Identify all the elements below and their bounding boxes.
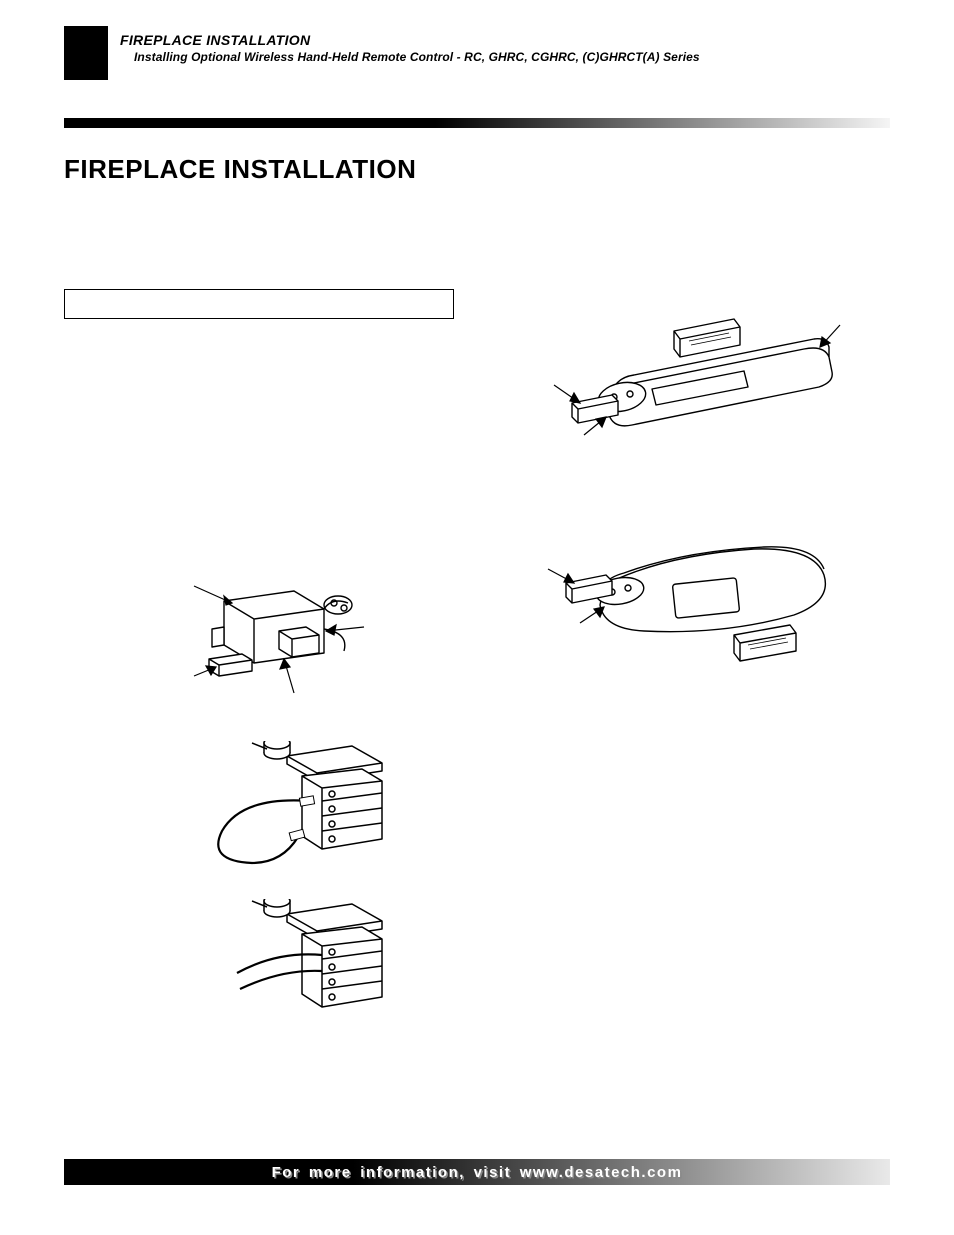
figure-receiver [164, 581, 464, 701]
content-columns [64, 289, 890, 1029]
footer-bar: For more information, visit www.desatech… [64, 1159, 890, 1185]
remote-long-svg [524, 317, 844, 467]
remote-curved-svg [524, 525, 844, 675]
header-index-box [64, 26, 108, 80]
section-main-title: FIREPLACE INSTALLATION [64, 154, 890, 185]
header-text-block: FIREPLACE INSTALLATION Installing Option… [120, 32, 700, 65]
header-subtitle: Installing Optional Wireless Hand-Held R… [134, 50, 700, 65]
figure-remote-curved [524, 525, 864, 675]
page-header: FIREPLACE INSTALLATION Installing Option… [64, 32, 890, 80]
gradient-bar-top [64, 118, 890, 128]
receiver-svg [164, 581, 374, 701]
footer-text: For more information, visit www.desatech… [272, 1164, 683, 1181]
figure-valve-lower [182, 899, 464, 1029]
empty-label-box [64, 289, 454, 319]
page-root: FIREPLACE INSTALLATION Installing Option… [0, 0, 954, 1235]
figure-remote-long [524, 317, 864, 467]
valve-lower-svg [182, 899, 402, 1029]
left-column [64, 289, 464, 1029]
figure-valve-upper [182, 741, 464, 881]
valve-upper-svg [182, 741, 402, 881]
header-title: FIREPLACE INSTALLATION [120, 32, 700, 50]
right-column [504, 289, 864, 1029]
